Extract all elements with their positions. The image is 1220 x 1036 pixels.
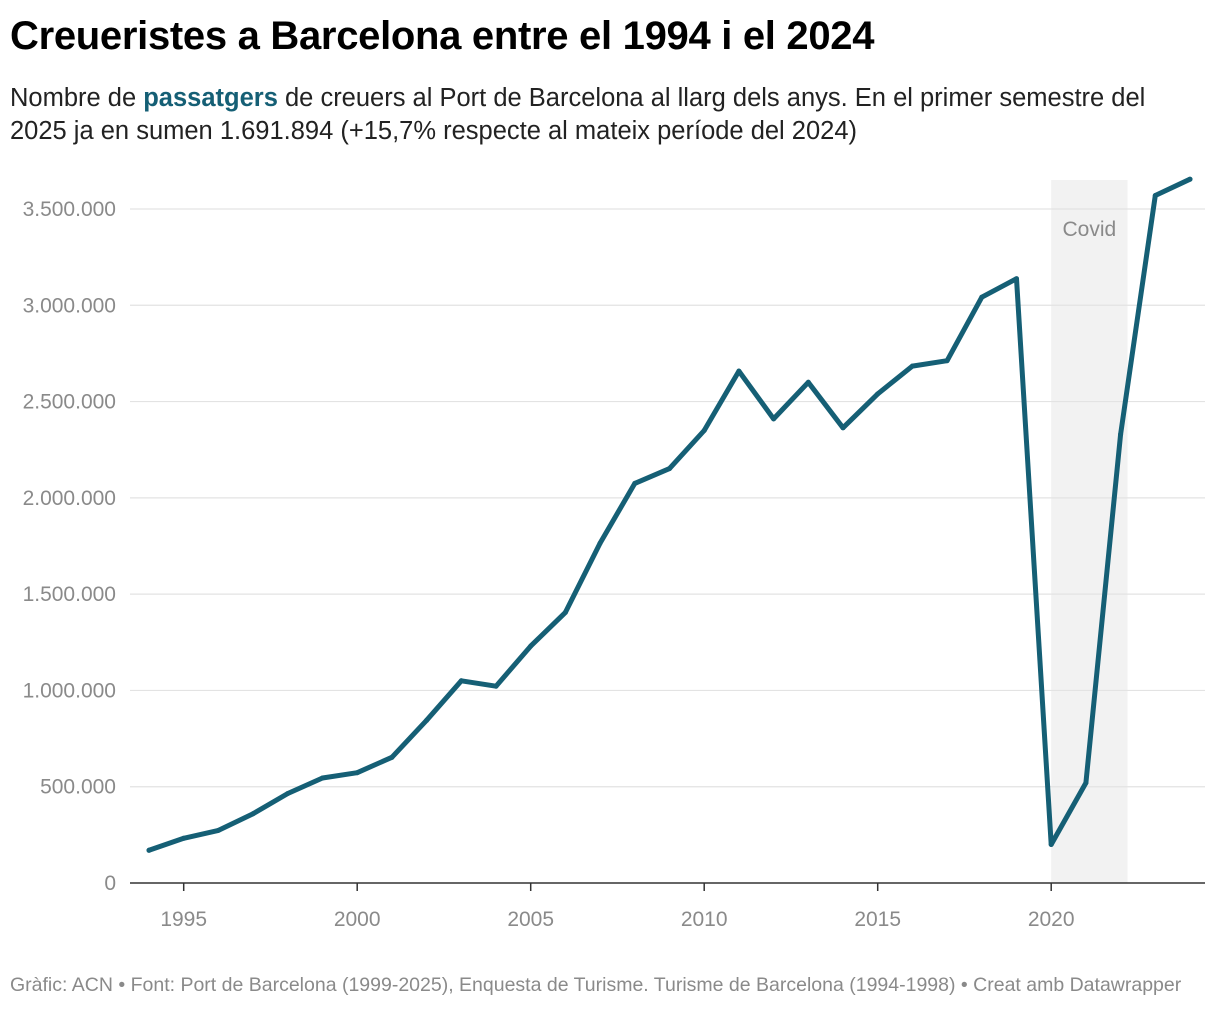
data-point [424,717,430,723]
data-point [493,683,499,689]
y-tick-label: 1.500.000 [23,583,116,606]
data-point [1187,176,1193,182]
x-tick-label: 1995 [160,908,207,931]
data-point [285,791,291,796]
covid-label: Covid [1063,218,1117,241]
chart-title: Creueristes a Barcelona entre el 1994 i … [10,14,875,58]
subtitle-intro: Nombre de [10,84,144,112]
subtitle-rest: de creuers al Port de Barcelona al llarg… [10,84,1146,145]
data-point [701,428,707,433]
data-point [458,678,464,684]
series-layer [146,176,1193,853]
line-chart: Covid 0 500.000 1.000.000 1.500.000 2.000.00… [23,176,1205,931]
data-point [1083,780,1089,786]
y-tick-label: 2.500.000 [23,391,116,414]
series-line-passatgers [146,176,1193,853]
data-point [736,368,742,374]
y-tick-label: 0 [104,872,116,895]
x-tick-label: 2020 [1028,908,1075,931]
data-point [909,363,915,369]
chart-subtitle: Nombre de passatgers de creuers al Port … [10,82,1205,148]
data-point [771,416,777,422]
x-tick-label: 2005 [507,908,554,931]
data-point [840,425,846,431]
data-point [597,540,603,546]
data-point [250,811,256,817]
y-tick-label: 3.500.000 [23,198,116,221]
data-point [1152,193,1158,198]
subtitle-highlight-passatgers: passatgers [143,84,278,112]
data-point [1014,276,1019,282]
x-tick-label: 2010 [681,908,728,931]
data-point [146,847,152,853]
covid-shaded-band [1051,180,1128,883]
x-tick-label: 2015 [854,908,901,931]
data-point [389,754,395,760]
data-point [632,480,638,486]
data-point [528,643,534,649]
y-axis-labels: 0 500.000 1.000.000 1.500.000 2.000.000 2.500… [23,198,116,895]
x-axis: 1995 2000 2005 2010 2015 2020 [130,882,1205,931]
chart-footer-credits: Gràfic: ACN • Font: Port de Barcelona (1… [10,974,1182,996]
data-point [1118,431,1124,437]
data-point [667,466,672,472]
x-tick-label: 2000 [334,908,381,931]
data-point [320,775,325,781]
covid-annotation-layer: Covid [1051,180,1128,883]
data-point [215,827,221,833]
y-tick-label: 2.000.000 [23,487,116,510]
data-point [805,379,811,385]
y-tick-label: 3.000.000 [23,294,116,317]
y-tick-label: 1.000.000 [23,679,116,702]
data-point [944,358,950,364]
data-point [562,609,568,615]
y-gridlines [130,208,1205,788]
data-point [181,835,187,841]
data-point [979,294,985,300]
data-point [1048,842,1054,847]
data-point [875,391,881,397]
data-point [354,770,360,776]
y-tick-label: 500.000 [40,776,116,799]
